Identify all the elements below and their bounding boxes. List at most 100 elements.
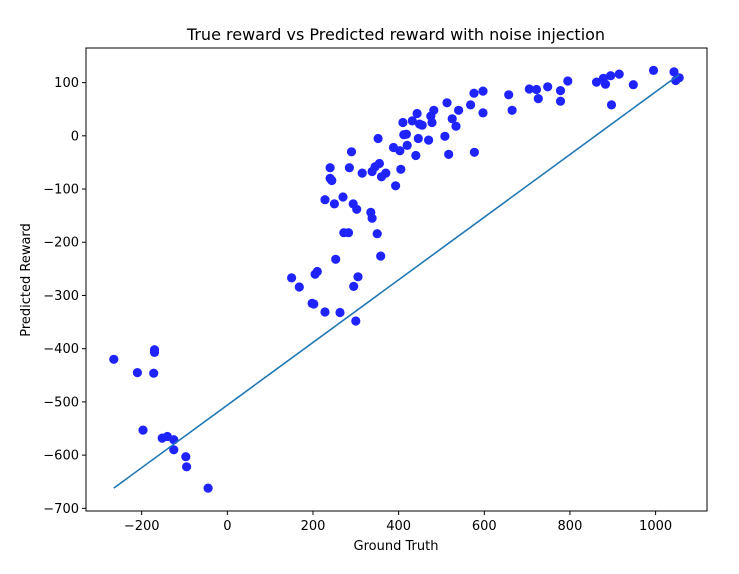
scatter-point [349,281,359,291]
scatter-point [469,88,479,98]
scatter-point [401,129,411,139]
scatter-point [351,316,361,326]
scatter-point [367,213,377,223]
scatter-point [447,114,457,124]
y-tick-label: −600 [43,449,79,464]
scatter-point [344,163,354,173]
scatter-point [391,181,401,191]
scatter-point [524,84,534,94]
scatter-point [138,425,148,435]
scatter-point [407,116,417,126]
scatter-point [357,168,367,178]
scatter-point [531,84,542,95]
scatter-point [429,105,439,115]
scatter-point [563,76,573,86]
scatter-point [132,368,142,378]
scatter-point [669,67,679,77]
scatter-point [287,273,297,283]
scatter-point [312,266,322,277]
scatter-point [648,65,659,75]
scatter-point [591,77,602,87]
scatter-point [614,69,624,79]
scatter-point [478,108,488,118]
x-tick-label: 200 [301,519,326,534]
y-tick-label: −100 [43,183,79,198]
x-axis-label: Ground Truth [354,539,439,554]
scatter-point [444,149,454,159]
scatter-point [181,452,191,462]
scatter-point [374,158,384,169]
scatter-point [109,354,119,364]
scatter-point [325,163,335,173]
scatter-point [169,435,179,445]
scatter-point [628,80,638,90]
scatter-point [381,168,391,178]
scatter-point [327,175,337,186]
x-tick-label: 0 [223,519,231,534]
plot-frame [85,47,708,512]
scatter-point [352,204,362,214]
scatter-point [395,146,405,156]
scatter-point [606,71,616,81]
y-axis-ticks: −700 −600 −500 −400 −300 −200 −100 0 100 [43,76,86,517]
scatter-point [424,135,434,145]
scatter-point [396,164,406,174]
y-tick-label: −500 [43,395,79,410]
scatter-point [555,86,566,96]
scatter-point [373,133,383,144]
scatter-point [398,117,408,128]
scatter-point [149,368,159,378]
x-axis-ticks: −200 0 200 400 600 800 1000 [124,511,672,534]
scatter-point [600,79,611,89]
scatter-point [543,82,553,92]
x-tick-label: 800 [558,519,583,534]
plot-area [109,65,684,493]
scatter-point [478,86,488,96]
y-tick-label: −300 [43,289,79,304]
scatter-point [149,347,160,357]
x-tick-label: 600 [472,519,497,534]
scatter-point [331,254,341,264]
scatter-point [411,150,421,161]
scatter-point [335,307,345,318]
scatter-point [413,133,423,144]
scatter-point [507,105,517,115]
x-tick-label: 400 [386,519,411,534]
scatter-point [376,251,386,261]
scatter-point [427,117,437,128]
scatter-point [346,147,357,157]
y-tick-label: −700 [43,502,79,517]
scatter-point [402,140,412,150]
scatter-point [338,192,348,202]
scatter-point [320,195,330,205]
scatter-point [442,98,452,108]
scatter-point [412,108,422,119]
scatter-point [451,121,461,131]
scatter-point [294,282,304,292]
scatter-point [533,94,543,104]
chart-title: True reward vs Predicted reward with noi… [186,25,605,44]
scatter-point [182,462,192,472]
y-tick-label: −200 [43,236,79,251]
scatter-point [309,299,319,309]
scatter-point [169,445,179,455]
scatter-point [203,483,213,493]
scatter-point [504,90,514,100]
scatter-point [320,307,330,317]
y-tick-label: 0 [71,129,79,144]
scatter-point [555,96,566,106]
scatter-point [353,272,363,282]
scatter-point [417,120,427,130]
y-tick-label: −400 [43,342,79,357]
y-tick-label: 100 [54,76,79,91]
reference-line [113,73,680,489]
scatter-point [329,199,339,209]
x-tick-label: −200 [124,519,160,534]
scatter-point [466,100,476,110]
scatter-point [440,131,450,141]
scatter-point [454,105,464,115]
scatter-point [469,147,479,157]
scatter-point [343,228,354,238]
